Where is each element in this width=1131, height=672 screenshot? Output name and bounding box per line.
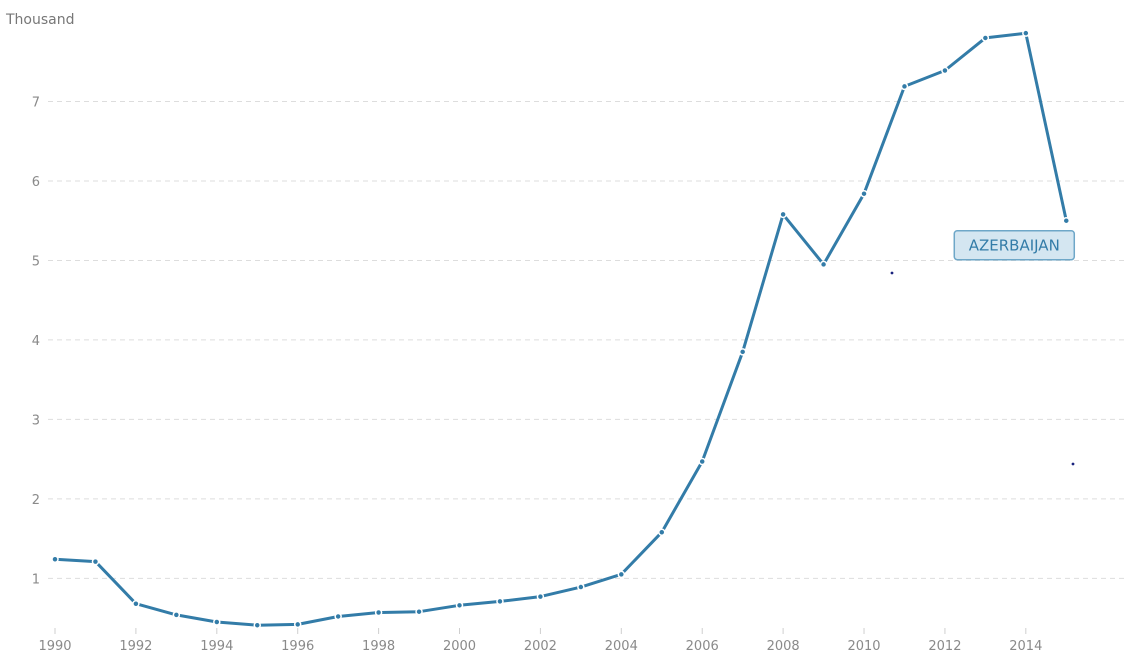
data-point[interactable]: [981, 34, 990, 42]
x-axis: 1990 1992 1994 1996 1998 2000 2002 2004 2006 2008…: [38, 628, 1042, 654]
y-tick-label: 6: [32, 175, 40, 190]
series-end-label[interactable]: AZERBAIJAN: [953, 229, 1076, 261]
data-point[interactable]: [51, 555, 59, 563]
data-point[interactable]: [779, 210, 787, 219]
x-tick-label: 2002: [524, 639, 557, 654]
y-tick-label: 3: [32, 413, 40, 428]
data-point[interactable]: [738, 348, 747, 356]
data-point[interactable]: [1022, 29, 1030, 37]
gridlines: [48, 101, 1125, 579]
data-point[interactable]: [900, 82, 909, 91]
y-tick-label: 2: [32, 493, 40, 508]
data-point[interactable]: [496, 597, 504, 606]
series-line[interactable]: [53, 31, 1068, 627]
x-tick-label: 2004: [605, 639, 638, 654]
data-point[interactable]: [172, 611, 181, 619]
x-tick-label: 2000: [443, 639, 476, 654]
x-tick-label: 2008: [767, 639, 800, 654]
stray-dot: [1071, 462, 1075, 466]
data-point[interactable]: [253, 621, 262, 629]
data-point[interactable]: [213, 618, 221, 626]
x-tick-label: 1998: [362, 639, 395, 654]
x-tick-label: 2014: [1009, 639, 1042, 654]
x-tick-label: 1994: [200, 639, 233, 654]
x-tick-label: 2012: [928, 639, 961, 654]
data-point[interactable]: [334, 612, 342, 621]
data-point[interactable]: [293, 620, 302, 629]
data-point[interactable]: [577, 583, 585, 591]
data-point[interactable]: [415, 607, 423, 616]
y-axis-unit-label: Thousand: [5, 12, 75, 28]
x-tick-label: 1996: [281, 639, 314, 654]
series-label-box: [953, 229, 1076, 261]
data-point[interactable]: [1062, 216, 1071, 225]
x-tick-label: 2010: [847, 639, 880, 654]
data-point[interactable]: [860, 189, 868, 198]
stray-dot: [890, 271, 894, 275]
y-tick-label: 7: [32, 96, 40, 111]
data-point[interactable]: [941, 66, 949, 75]
x-tick-label: 1992: [119, 639, 152, 654]
data-point[interactable]: [658, 528, 666, 536]
series-layer: [51, 29, 1071, 629]
y-axis: 1 2 3 4 5 6 7: [32, 96, 40, 588]
data-point[interactable]: [536, 592, 545, 601]
x-tick-label: 1990: [38, 639, 71, 654]
y-tick-label: 4: [32, 334, 40, 349]
data-point[interactable]: [617, 570, 626, 579]
data-point[interactable]: [374, 608, 383, 617]
data-point[interactable]: [91, 557, 100, 566]
data-point[interactable]: [455, 601, 464, 610]
data-point[interactable]: [698, 457, 706, 466]
data-point[interactable]: [132, 599, 140, 608]
series-label: AZERBAIJAN: [969, 237, 1060, 255]
data-point[interactable]: [819, 260, 828, 269]
y-tick-label: 1: [32, 572, 40, 587]
x-tick-label: 2006: [686, 639, 719, 654]
y-tick-label: 5: [32, 254, 40, 269]
